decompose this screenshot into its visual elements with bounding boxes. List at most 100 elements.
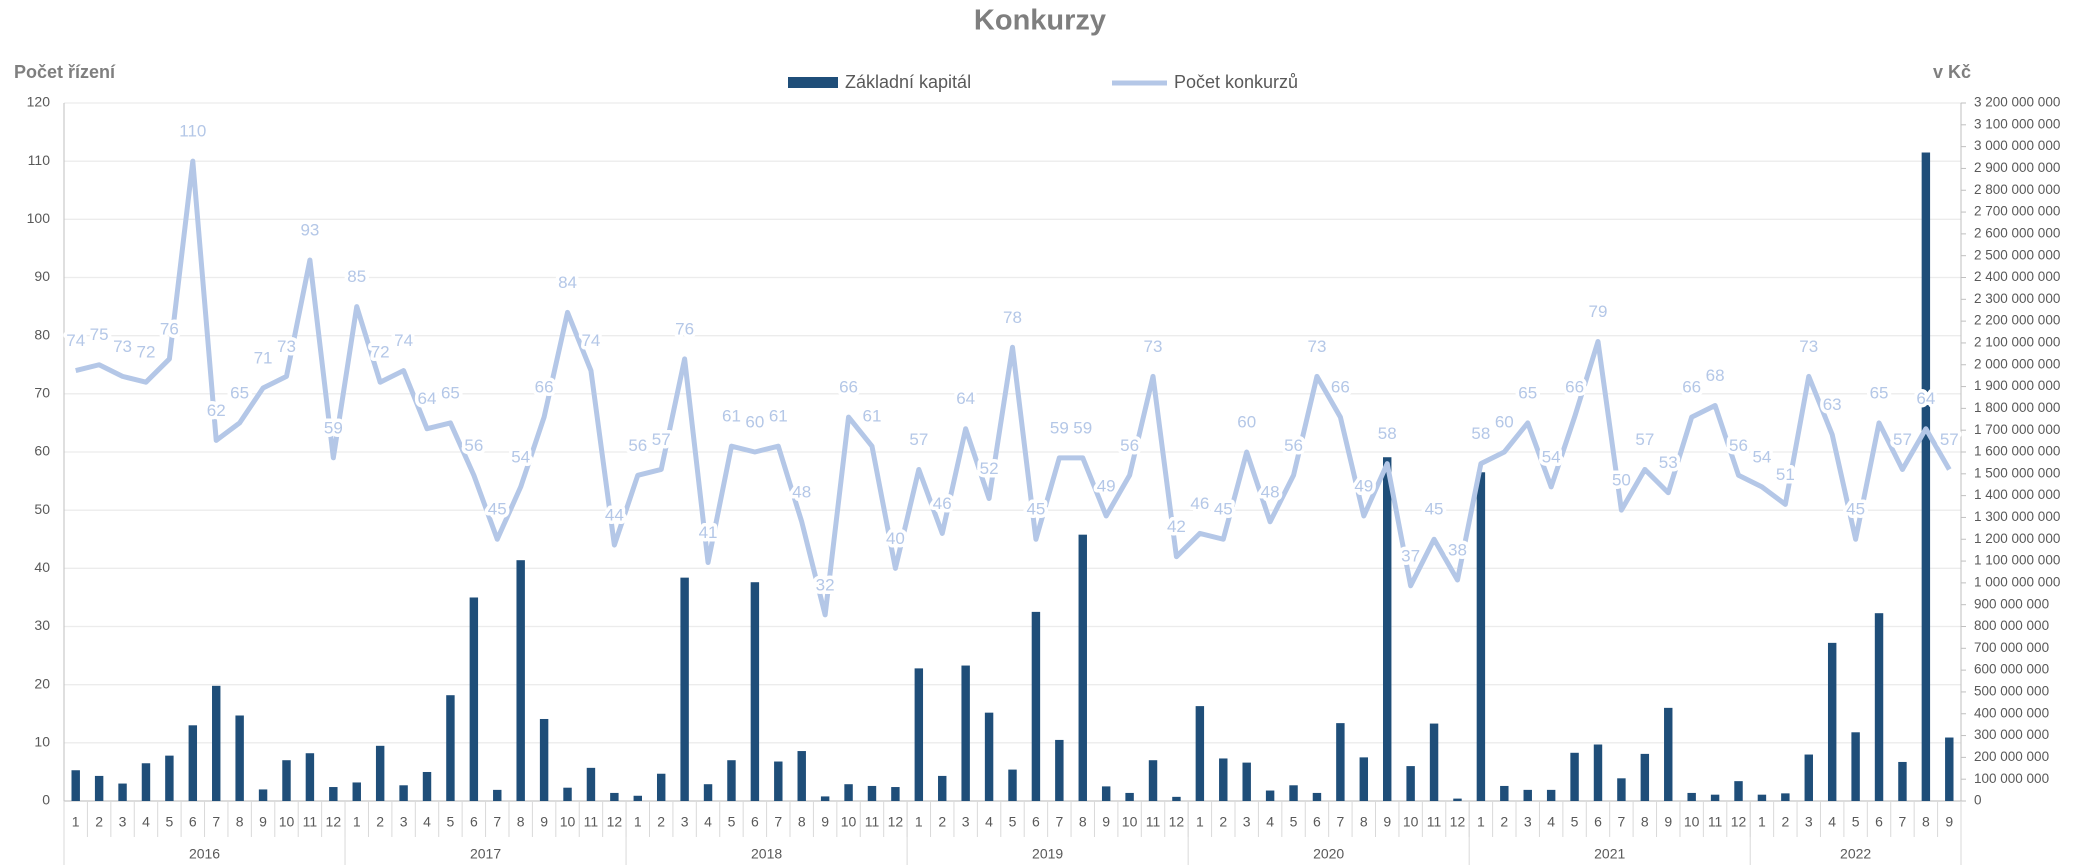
x-tick-label: 9	[1383, 814, 1391, 830]
bar	[375, 745, 385, 801]
x-tick-label: 8	[1360, 814, 1368, 830]
x-tick-label: 5	[1009, 814, 1017, 830]
data-label: 62	[207, 401, 226, 420]
data-label: 74	[394, 331, 413, 350]
y2-tick-label: 900 000 000	[1974, 596, 2049, 611]
x-tick-label: 6	[1875, 814, 1883, 830]
x-tick-label: 9	[1102, 814, 1110, 830]
bar	[1898, 761, 1907, 801]
bar	[1031, 611, 1041, 801]
bar	[984, 712, 994, 801]
legend-label: Počet konkurzů	[1174, 72, 1298, 92]
bar	[844, 784, 853, 801]
y-axis-title: Počet řízení	[14, 62, 116, 82]
bar	[165, 755, 174, 801]
y2-tick-label: 200 000 000	[1974, 749, 2049, 764]
bar	[1148, 760, 1158, 801]
bar	[493, 789, 502, 801]
y2-tick-label: 1 700 000 000	[1974, 422, 2060, 437]
data-label: 56	[464, 436, 483, 455]
data-label: 61	[863, 407, 882, 426]
y2-tick-label: 500 000 000	[1974, 684, 2049, 699]
x-tick-label: 8	[1641, 814, 1649, 830]
x-tick-label: 2	[1500, 814, 1508, 830]
y2-tick-label: 2 400 000 000	[1974, 269, 2060, 284]
data-label: 58	[1471, 424, 1490, 443]
x-tick-label: 5	[1290, 814, 1298, 830]
y2-tick-label: 800 000 000	[1974, 618, 2049, 633]
x-tick-label: 2	[938, 814, 946, 830]
data-label: 60	[1495, 412, 1514, 431]
y-tick-label: 120	[27, 94, 51, 110]
data-label: 58	[1378, 424, 1397, 443]
bar	[1195, 706, 1205, 801]
x-tick-label: 11	[584, 814, 599, 830]
data-label: 49	[1354, 476, 1373, 495]
x-tick-label: 3	[1243, 814, 1251, 830]
x-tick-label: 4	[985, 814, 993, 830]
x-tick-label: 3	[962, 814, 970, 830]
bar	[141, 763, 151, 801]
y2-tick-label: 1 200 000 000	[1974, 531, 2060, 546]
data-label: 42	[1167, 517, 1186, 536]
y2-tick-label: 0	[1974, 793, 1982, 808]
x-tick-label: 8	[1922, 814, 1930, 830]
data-label: 32	[816, 575, 835, 594]
data-label: 66	[839, 378, 858, 397]
data-label: 74	[581, 331, 600, 350]
bar	[727, 760, 736, 801]
bar	[258, 789, 268, 801]
bar	[1101, 786, 1111, 801]
y2-tick-label: 3 200 000 000	[1974, 95, 2060, 110]
bar	[867, 785, 877, 801]
bar	[1851, 732, 1860, 801]
x-tick-label: 3	[681, 814, 689, 830]
y2-tick-label: 2 600 000 000	[1974, 225, 2060, 240]
y2-tick-label: 2 200 000 000	[1974, 313, 2060, 328]
data-label: 60	[745, 412, 764, 431]
bar	[1125, 792, 1134, 801]
x-tick-label: 11	[865, 814, 880, 830]
data-label: 66	[535, 378, 554, 397]
bar	[188, 725, 198, 801]
data-label: 59	[1073, 418, 1092, 437]
bar	[1453, 798, 1462, 801]
y-tick-label: 70	[34, 385, 50, 401]
bar	[1710, 794, 1720, 801]
x-tick-label: 12	[326, 814, 342, 830]
bar	[446, 695, 455, 801]
y2-tick-label: 1 300 000 000	[1974, 509, 2060, 524]
data-label: 50	[1612, 471, 1631, 490]
data-label: 60	[1237, 412, 1256, 431]
x-group-label: 2017	[470, 846, 501, 862]
bar	[539, 718, 549, 801]
y-tick-label: 40	[34, 559, 50, 575]
x-tick-label: 4	[1828, 814, 1836, 830]
legend-swatch	[788, 77, 838, 88]
bar	[1781, 793, 1790, 801]
y2-tick-label: 2 500 000 000	[1974, 247, 2060, 262]
bar	[1429, 723, 1439, 801]
data-label: 59	[1050, 418, 1069, 437]
x-tick-label: 5	[728, 814, 736, 830]
data-label: 73	[1307, 337, 1326, 356]
x-tick-label: 9	[540, 814, 548, 830]
data-label: 46	[933, 494, 952, 513]
y2-tick-label: 100 000 000	[1974, 771, 2049, 786]
x-tick-label: 1	[634, 814, 642, 830]
bar	[1406, 766, 1415, 801]
bar	[71, 770, 80, 801]
bar	[938, 775, 947, 801]
line	[75, 158, 1952, 618]
y2-tick-label: 400 000 000	[1974, 705, 2049, 720]
x-tick-label: 7	[212, 814, 220, 830]
data-label: 54	[1542, 447, 1561, 466]
bar	[1265, 790, 1275, 801]
bar	[961, 665, 970, 801]
data-label: 73	[277, 337, 296, 356]
chart-title: Konkurzy	[974, 5, 1106, 37]
x-group-label: 2018	[751, 846, 782, 862]
data-label: 65	[1870, 383, 1889, 402]
x-tick-label: 9	[1664, 814, 1672, 830]
data-label: 73	[1144, 337, 1163, 356]
